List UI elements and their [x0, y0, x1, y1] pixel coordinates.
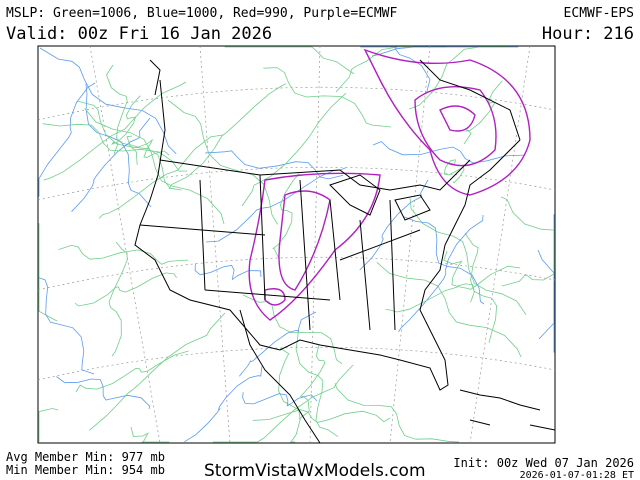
contour-line	[84, 107, 225, 225]
contour-line	[106, 64, 138, 165]
contour-line	[75, 350, 189, 393]
contour-line	[38, 223, 58, 322]
timestamp: 2026-01-07-01:28 ET	[520, 470, 634, 480]
map	[37, 45, 556, 444]
avg-member-min: Avg Member Min: 977 mb	[6, 450, 165, 464]
contour-line	[58, 244, 189, 265]
map-frame	[37, 45, 556, 444]
contour-line	[439, 105, 476, 132]
contour-line	[130, 426, 170, 443]
contour-line	[252, 409, 391, 423]
contour-line	[248, 172, 381, 321]
contour-line	[272, 173, 300, 260]
contour-line	[76, 100, 182, 191]
contour-line	[403, 216, 485, 305]
contour-line	[242, 294, 343, 365]
contour-line	[238, 311, 317, 377]
contour-line	[408, 46, 508, 110]
contour-line	[409, 197, 527, 315]
contour-line	[537, 249, 555, 353]
contour-line	[334, 382, 459, 443]
contour-line	[385, 265, 521, 313]
init-time: Init: 00z Wed 07 Jan 2026	[453, 456, 634, 470]
contour-line	[38, 82, 96, 197]
model-name: ECMWF-EPS	[564, 6, 634, 21]
contour-line	[500, 196, 555, 276]
legend-text: MSLP: Green=1006, Blue=1000, Red=990, Pu…	[6, 6, 398, 21]
site-name: StormVistaWxModels.com	[204, 461, 426, 480]
contour-line	[463, 80, 503, 145]
contour-line	[212, 364, 354, 443]
contour-line	[443, 159, 465, 184]
contour-line	[111, 95, 141, 155]
contour-line	[264, 288, 286, 306]
contour-line	[126, 135, 170, 158]
contour-line	[414, 85, 497, 167]
ensemble-contours	[38, 46, 555, 443]
contour-line	[184, 365, 263, 443]
contour-line	[372, 141, 524, 164]
contour-line	[194, 263, 262, 281]
contour-line	[443, 250, 475, 303]
contour-line	[278, 190, 331, 291]
contour-line	[74, 272, 177, 307]
contour-line	[204, 150, 344, 180]
valid-time: Valid: 00z Fri 16 Jan 2026	[6, 24, 272, 44]
lat-lon-grid	[37, 45, 556, 444]
contour-line	[295, 329, 339, 437]
contour-line	[168, 83, 286, 190]
contour-line	[224, 46, 355, 75]
contour-line	[242, 392, 318, 407]
contour-line	[38, 277, 95, 375]
contour-line	[464, 232, 498, 343]
contour-line	[360, 46, 431, 92]
contour-line	[278, 347, 301, 443]
contour-line	[241, 92, 347, 207]
contour-line	[376, 261, 522, 358]
contour-line	[56, 376, 151, 410]
min-member-min: Min Member Min: 954 mb	[6, 463, 165, 477]
contour-line	[108, 241, 128, 357]
contour-line	[38, 408, 59, 442]
contour-line	[39, 47, 177, 155]
forecast-hour: Hour: 216	[542, 24, 634, 44]
boundaries	[134, 59, 556, 444]
contour-line	[167, 99, 279, 225]
contour-line	[89, 312, 226, 431]
contour-line	[42, 123, 188, 172]
contour-line	[363, 48, 531, 196]
contour-line	[263, 67, 392, 128]
contour-line	[398, 214, 484, 333]
contour-line	[98, 134, 224, 219]
